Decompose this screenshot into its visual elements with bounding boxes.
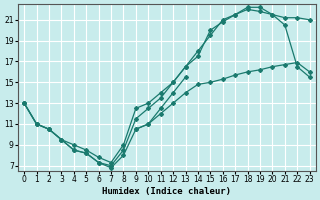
X-axis label: Humidex (Indice chaleur): Humidex (Indice chaleur) xyxy=(102,187,231,196)
